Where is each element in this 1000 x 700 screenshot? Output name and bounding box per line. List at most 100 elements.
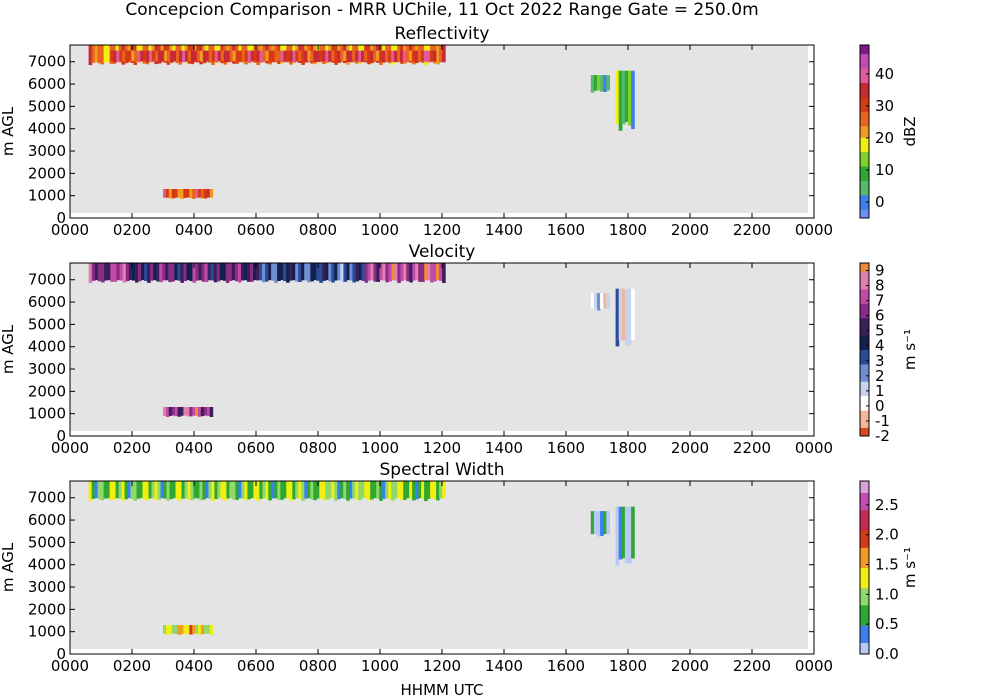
data-cell <box>259 50 264 63</box>
data-cell <box>331 50 335 61</box>
colorbar-segment <box>860 268 869 273</box>
colorbar-segment <box>860 312 869 316</box>
data-cell <box>593 75 598 91</box>
data-cell <box>600 75 604 92</box>
colorbar-tick-label: 1.0 <box>875 585 899 603</box>
data-cell <box>606 511 610 535</box>
data-cell <box>325 263 329 281</box>
data-cell <box>217 481 221 499</box>
data-cell <box>274 50 279 62</box>
data-cell <box>385 481 389 499</box>
data-cell <box>167 50 171 62</box>
colorbar-segment <box>860 369 869 374</box>
data-cell <box>213 263 218 283</box>
x-tick-label: 1200 <box>423 657 461 675</box>
data-cell <box>91 263 96 281</box>
data-cell <box>223 50 228 63</box>
data-cell <box>403 263 407 281</box>
colorbar-segment <box>860 501 869 505</box>
colorbar-segment <box>860 335 869 339</box>
y-tick-label: 2000 <box>28 600 66 618</box>
data-cell <box>385 50 389 62</box>
colorbar-segment <box>860 590 869 594</box>
data-cell <box>376 50 380 61</box>
data-cell <box>206 625 211 634</box>
data-cell <box>405 50 410 62</box>
colorbar-segment <box>860 65 869 69</box>
data-cell <box>628 70 632 126</box>
data-cell <box>283 263 287 282</box>
data-cell <box>286 481 290 499</box>
y-tick-label: 6000 <box>28 293 66 311</box>
data-cell <box>183 263 187 282</box>
y-tick-label: 0 <box>56 427 66 445</box>
data-cell <box>192 189 196 199</box>
data-cell <box>256 481 260 502</box>
data-cell <box>615 70 620 125</box>
data-region <box>163 407 214 417</box>
data-cell <box>301 481 305 501</box>
data-cell <box>189 189 193 199</box>
colorbar-segment <box>860 512 869 517</box>
data-cell <box>334 50 338 62</box>
data-cell <box>415 263 419 281</box>
data-cell <box>427 481 431 499</box>
data-cell <box>618 506 623 560</box>
data-cell <box>385 263 389 283</box>
data-cell <box>144 263 148 281</box>
data-cell <box>181 481 186 499</box>
colorbar-segment <box>860 263 869 267</box>
colorbar-segment <box>860 481 869 485</box>
x-tick-label: 1600 <box>547 657 585 675</box>
data-cell <box>310 481 314 500</box>
colorbar-segment <box>860 79 869 83</box>
colorbar-segment <box>860 639 869 643</box>
data-cell <box>186 625 190 635</box>
colorbar-segment <box>860 180 869 184</box>
data-cell <box>304 263 308 281</box>
colorbar-segment <box>860 346 869 350</box>
colorbar-segment <box>860 183 869 187</box>
colorbar-segment <box>860 421 869 425</box>
data-cell <box>421 263 425 282</box>
data-cell <box>346 50 350 62</box>
data-cell <box>97 263 102 282</box>
colorbar-segment <box>860 200 869 205</box>
data-cell <box>171 263 175 282</box>
data-cell <box>195 263 200 281</box>
colorbar-segment <box>860 363 869 368</box>
data-cell <box>103 45 108 63</box>
data-cell <box>382 50 386 63</box>
data-cell <box>232 50 237 62</box>
colorbar-segment <box>860 619 869 623</box>
data-cell <box>171 189 176 199</box>
data-cell <box>621 288 626 341</box>
data-cell <box>205 481 209 499</box>
y-tick-label: 2000 <box>28 382 66 400</box>
data-cell <box>146 50 150 63</box>
data-cell <box>412 263 416 281</box>
colorbar-segment <box>860 645 869 649</box>
colorbar-segment <box>860 274 869 278</box>
colorbar-segment <box>860 547 869 551</box>
data-cell <box>163 189 167 198</box>
colorbar-segment <box>860 492 869 496</box>
data-cell <box>209 625 214 635</box>
data-cell <box>391 263 395 281</box>
colorbar-segment <box>860 108 869 112</box>
y-tick-label: 0 <box>56 209 66 227</box>
colorbar-segment <box>860 587 869 592</box>
colorbar-segment <box>860 45 869 49</box>
data-cell <box>183 625 187 634</box>
data-cell <box>165 407 170 417</box>
data-cell <box>106 481 111 499</box>
data-cell <box>109 481 114 500</box>
x-tick-label: 0400 <box>175 657 213 675</box>
data-cell <box>246 263 251 282</box>
data-cell <box>192 407 196 416</box>
colorbar-segment <box>860 518 869 522</box>
data-cell <box>349 50 353 63</box>
data-cell <box>163 625 167 634</box>
colorbar-segment <box>860 288 869 293</box>
data-cell <box>244 481 248 501</box>
